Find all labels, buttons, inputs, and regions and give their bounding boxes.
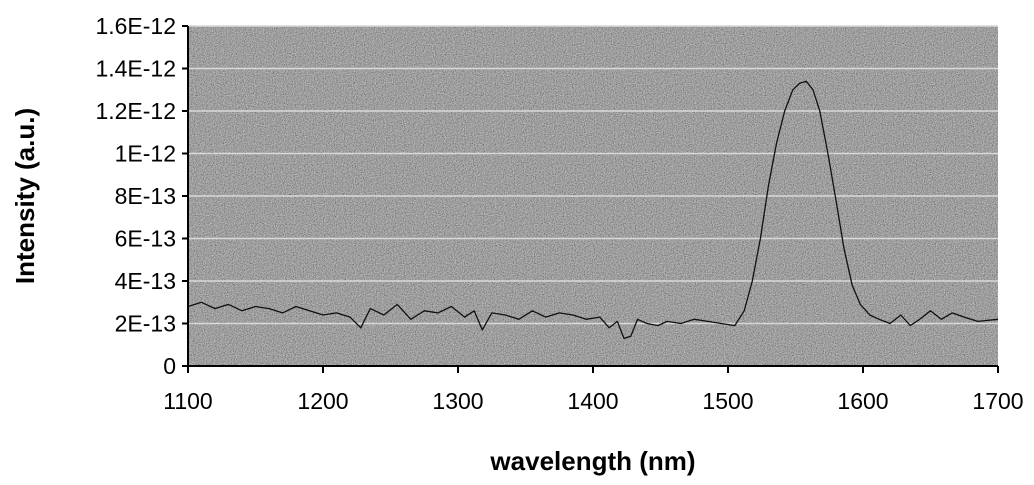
y-axis-title: Intensity (a.u.) [10,108,40,284]
x-tick-label-4: 1500 [702,388,753,414]
series-line-0 [187,80,999,340]
y-tick-label-2: 4E-13 [115,268,176,294]
y-tick-label-6: 1.2E-12 [95,98,176,124]
y-tick-label-5: 1E-12 [115,141,176,167]
y-tick-label-0: 0 [163,353,176,379]
x-tick-label-0: 1100 [163,388,212,414]
y-tick-label-4: 8E-13 [115,183,176,209]
x-tick-label-2: 1300 [432,388,483,414]
series-layer [187,80,999,340]
y-tick-label-8: 1.6E-12 [95,13,176,39]
x-tick-label-3: 1400 [567,388,618,414]
gridlines [188,25,998,325]
x-tick-label-5: 1600 [837,388,888,414]
x-tick-label-1: 1200 [297,388,348,414]
y-tick-label-1: 2E-13 [115,311,176,337]
y-tick-labels: 0 2E-13 4E-13 6E-13 8E-13 1E-12 1.2E-12 1.4E-12… [95,13,176,379]
x-tick-label-6: 1700 [972,388,1023,414]
y-tick-label-3: 6E-13 [115,226,176,252]
x-tick-labels: 1100 1200 1300 1400 1500 1600 1700 [163,388,1023,414]
y-tick-label-7: 1.4E-12 [95,56,176,82]
x-axis-title: wavelength (nm) [489,446,695,476]
axes [182,25,999,373]
